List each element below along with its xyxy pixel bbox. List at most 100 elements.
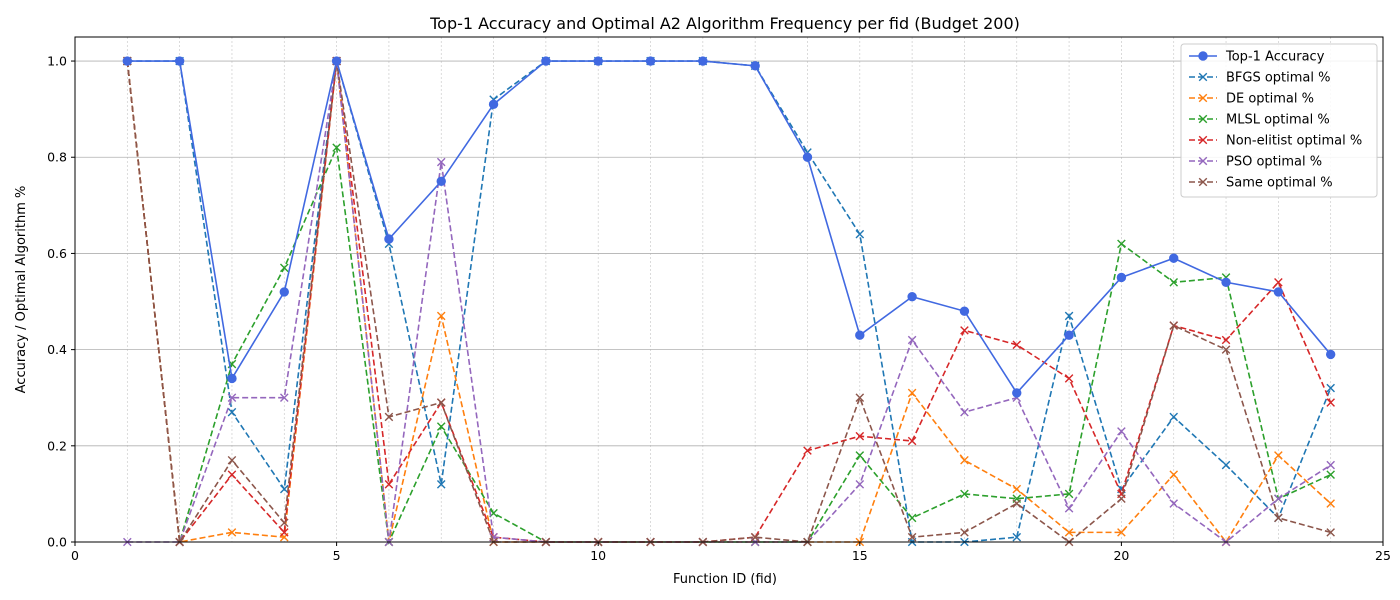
data-point xyxy=(1274,451,1283,460)
data-point xyxy=(1221,335,1231,345)
series-3 xyxy=(123,56,1335,547)
data-point xyxy=(750,532,760,542)
data-point xyxy=(960,489,969,499)
data-point xyxy=(855,479,865,489)
data-point xyxy=(279,263,289,273)
data-point xyxy=(1169,499,1179,508)
data-point xyxy=(907,335,917,345)
data-point xyxy=(1117,528,1126,537)
data-point xyxy=(802,152,813,162)
legend-label: Top-1 Accuracy xyxy=(1225,50,1325,65)
series-line xyxy=(127,57,1332,395)
data-point xyxy=(436,311,446,321)
data-point xyxy=(1326,460,1335,470)
data-point xyxy=(855,431,865,441)
data-point xyxy=(1169,470,1179,479)
data-point xyxy=(1273,287,1284,297)
data-point xyxy=(1012,499,1022,508)
data-point xyxy=(541,56,551,66)
data-point xyxy=(1117,427,1126,436)
series-5 xyxy=(123,56,1335,547)
data-point xyxy=(960,528,969,537)
series-layer xyxy=(122,56,1336,547)
data-point xyxy=(1064,504,1074,513)
x-tick-label: 5 xyxy=(333,548,341,563)
data-point xyxy=(1326,398,1335,407)
data-point xyxy=(1221,460,1231,470)
x-axis-label: Function ID (fid) xyxy=(673,572,777,587)
data-point xyxy=(1064,528,1074,537)
data-point xyxy=(1169,412,1179,422)
data-point xyxy=(1326,528,1335,537)
chart-title: Top-1 Accuracy and Optimal A2 Algorithm … xyxy=(429,14,1020,33)
legend: Top-1 Accuracy BFGS optimal % DE optimal %… xyxy=(1180,43,1378,198)
data-point xyxy=(436,398,446,407)
data-point xyxy=(959,306,970,316)
data-point xyxy=(960,326,969,335)
data-point xyxy=(436,479,446,489)
series-0 xyxy=(122,56,1336,398)
data-point xyxy=(907,388,917,398)
y-tick-label: 0.8 xyxy=(47,150,67,165)
data-point xyxy=(331,56,342,66)
data-point xyxy=(227,528,237,537)
data-point xyxy=(1116,272,1127,283)
data-point xyxy=(227,470,237,479)
data-point xyxy=(1169,277,1179,287)
legend-swatch-marker xyxy=(1198,156,1208,166)
legend-label: DE optimal % xyxy=(1226,92,1314,107)
data-point xyxy=(279,518,289,528)
data-point xyxy=(855,393,865,403)
y-tick-label: 0.4 xyxy=(47,342,67,357)
x-tick-label: 20 xyxy=(1113,548,1129,563)
data-point xyxy=(1064,311,1074,321)
data-point xyxy=(1117,239,1126,249)
series-2 xyxy=(123,56,1335,547)
data-point xyxy=(1012,484,1022,494)
data-point xyxy=(488,99,499,110)
x-tick-label: 0 xyxy=(71,548,79,563)
legend-label: Non-elitist optimal % xyxy=(1226,134,1362,149)
legend-swatch-marker xyxy=(1198,135,1208,145)
data-point xyxy=(279,393,289,403)
data-point xyxy=(384,412,394,422)
data-point xyxy=(1221,277,1231,287)
data-point xyxy=(960,455,969,465)
series-6 xyxy=(123,56,1335,547)
data-point xyxy=(1012,340,1022,350)
data-point xyxy=(1117,494,1126,504)
y-tick-label: 0.6 xyxy=(47,246,67,261)
legend-swatch-marker xyxy=(1198,177,1208,187)
data-point xyxy=(227,407,237,417)
data-point xyxy=(1064,330,1074,340)
data-point xyxy=(855,451,865,460)
data-point xyxy=(803,446,812,455)
data-point xyxy=(436,422,446,431)
data-point xyxy=(279,287,289,297)
data-point xyxy=(1064,374,1074,383)
data-point xyxy=(174,56,185,66)
data-point xyxy=(907,532,917,542)
data-point xyxy=(384,479,394,489)
data-point xyxy=(1221,345,1231,354)
data-point xyxy=(1169,253,1179,263)
plot-frame xyxy=(74,36,1384,543)
data-point xyxy=(122,56,133,66)
data-point xyxy=(1012,532,1022,542)
data-point xyxy=(1169,321,1179,330)
legend-label: MLSL optimal % xyxy=(1226,113,1330,128)
axis-ticks: 0 5 10 15 20 25 0.0 0.2 0.4 0.6 0.8 1.0 xyxy=(47,54,1391,563)
x-tick-label: 15 xyxy=(852,548,868,563)
data-point xyxy=(279,528,289,537)
series-4 xyxy=(123,56,1335,547)
data-point xyxy=(436,176,446,186)
data-point xyxy=(1326,470,1335,479)
legend-label: Same optimal % xyxy=(1226,176,1333,191)
data-point xyxy=(960,407,969,417)
data-point xyxy=(332,143,341,152)
data-point xyxy=(227,373,237,384)
data-point xyxy=(750,61,760,71)
legend-swatch-marker xyxy=(1198,114,1208,124)
data-point xyxy=(227,455,237,465)
